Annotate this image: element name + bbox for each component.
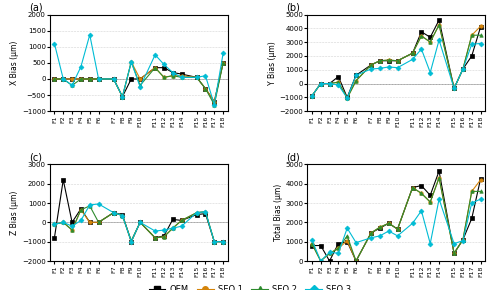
- Text: (a): (a): [28, 3, 42, 12]
- Y-axis label: Total Bias (μm): Total Bias (μm): [274, 184, 282, 241]
- Y-axis label: Y Bias (μm): Y Bias (μm): [268, 41, 276, 85]
- Legend: OEM, SEQ 1, SEQ 2, SEQ 3: OEM, SEQ 1, SEQ 2, SEQ 3: [146, 282, 354, 290]
- Y-axis label: Z Bias (μm): Z Bias (μm): [10, 191, 19, 235]
- Text: (c): (c): [28, 153, 42, 162]
- Text: (b): (b): [286, 3, 300, 12]
- Text: (d): (d): [286, 153, 300, 162]
- Y-axis label: X Bias (μm): X Bias (μm): [10, 41, 19, 85]
